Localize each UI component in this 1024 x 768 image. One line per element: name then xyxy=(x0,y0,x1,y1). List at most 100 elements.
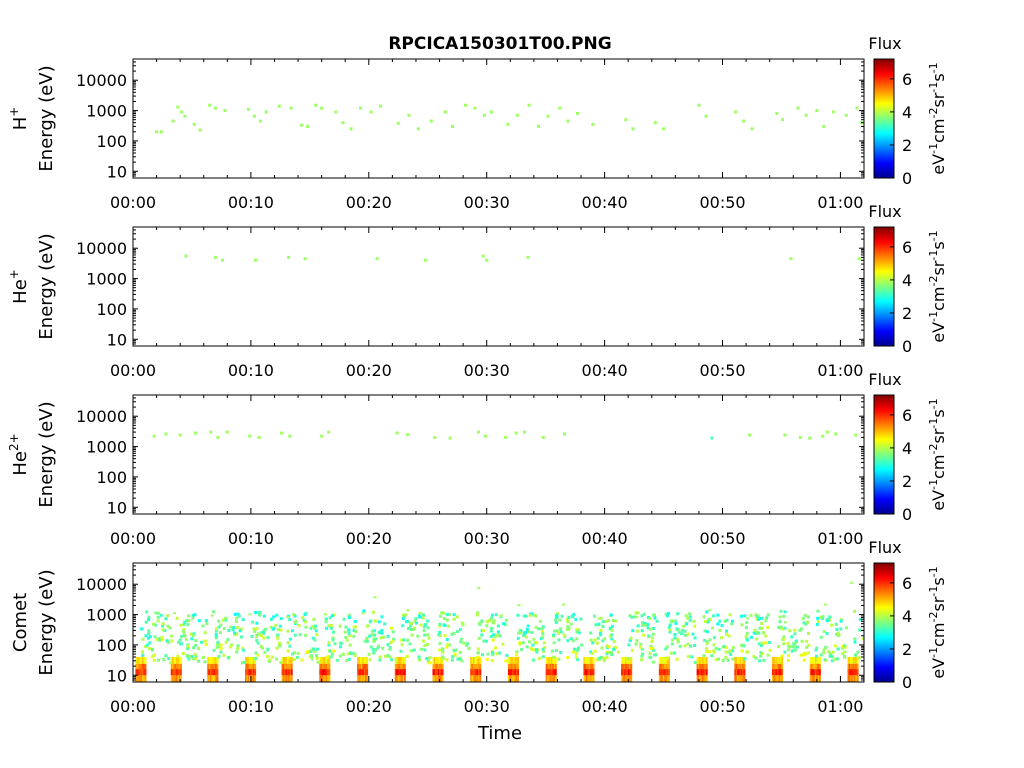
data-cell xyxy=(347,631,351,635)
data-cell xyxy=(297,624,301,628)
data-cell xyxy=(316,660,320,664)
data-cell xyxy=(641,621,645,625)
data-cell xyxy=(552,675,555,682)
data-cell xyxy=(541,625,545,629)
data-point xyxy=(823,603,827,606)
data-cell xyxy=(668,623,672,627)
data-cell xyxy=(640,629,644,633)
data-cell xyxy=(648,616,652,620)
data-cell xyxy=(349,652,353,656)
data-cell xyxy=(289,669,292,676)
data-cell xyxy=(686,654,690,658)
data-cell xyxy=(177,675,180,682)
data-cell xyxy=(352,629,356,633)
data-cell xyxy=(597,656,601,660)
data-cell xyxy=(135,675,138,682)
data-cell xyxy=(172,669,174,676)
data-cell xyxy=(345,659,349,663)
data-cell xyxy=(531,648,535,652)
data-cell xyxy=(138,663,140,670)
data-cell xyxy=(866,646,869,649)
data-cell xyxy=(634,642,638,646)
data-cell xyxy=(362,656,365,664)
data-cell xyxy=(867,621,870,624)
data-cell xyxy=(665,614,669,618)
data-cell xyxy=(279,661,283,665)
data-cell xyxy=(148,641,152,645)
data-cell xyxy=(180,663,182,670)
data-cell xyxy=(664,663,666,670)
data-point xyxy=(375,257,379,261)
data-cell xyxy=(853,637,857,641)
data-cell xyxy=(309,626,313,630)
data-cell xyxy=(290,663,293,670)
data-cell xyxy=(546,675,549,682)
data-cell xyxy=(233,631,237,635)
data-cell xyxy=(639,645,643,649)
data-cell xyxy=(333,642,337,646)
data-cell xyxy=(609,613,613,617)
data-cell xyxy=(701,675,704,682)
data-cell xyxy=(626,675,629,682)
data-cell xyxy=(247,675,250,682)
data-cell xyxy=(445,645,449,649)
data-cell xyxy=(817,656,820,664)
data-cell xyxy=(381,646,385,650)
data-cell xyxy=(697,669,700,676)
data-cell xyxy=(793,632,797,636)
data-cell xyxy=(409,624,413,628)
data-cell xyxy=(386,634,390,638)
data-cell xyxy=(843,655,847,659)
data-cell xyxy=(286,649,290,653)
plot-frame xyxy=(132,58,865,179)
data-cell xyxy=(777,663,780,670)
data-cell xyxy=(316,647,320,651)
data-cell xyxy=(696,675,699,682)
data-cell xyxy=(835,633,839,637)
colorbar-tick-label: 6 xyxy=(902,238,912,257)
data-cell xyxy=(222,627,226,631)
data-cell xyxy=(147,632,151,636)
data-cell xyxy=(514,675,517,682)
data-cell xyxy=(786,658,790,662)
data-cell xyxy=(335,658,339,662)
data-cell xyxy=(214,629,218,633)
data-cell xyxy=(352,651,356,655)
data-cell xyxy=(811,675,813,682)
data-point xyxy=(416,127,420,131)
data-cell xyxy=(275,657,279,661)
data-cell xyxy=(271,627,275,631)
data-point xyxy=(361,612,365,615)
colorbar-tick-label: 0 xyxy=(902,337,912,356)
data-cell xyxy=(398,656,401,664)
data-cell xyxy=(213,675,216,682)
data-cell xyxy=(437,656,440,664)
data-cell xyxy=(530,631,534,635)
data-cell xyxy=(815,669,817,676)
data-cell xyxy=(474,663,477,670)
data-cell xyxy=(215,642,219,646)
data-cell xyxy=(281,656,284,664)
plot-frame xyxy=(132,394,865,515)
data-cell xyxy=(139,656,142,664)
data-cell xyxy=(208,663,211,670)
data-cell xyxy=(418,657,422,661)
data-cell xyxy=(300,658,304,662)
data-cell xyxy=(321,669,324,676)
data-cell xyxy=(421,639,425,643)
data-cell xyxy=(841,652,845,656)
data-cell xyxy=(329,626,333,630)
data-cell xyxy=(160,638,164,642)
colorbar xyxy=(873,226,895,347)
data-cell xyxy=(766,626,770,630)
data-cell xyxy=(740,663,743,670)
data-cell xyxy=(726,658,730,662)
data-cell xyxy=(475,669,478,676)
data-cell xyxy=(165,639,169,643)
data-cell xyxy=(829,654,833,658)
x-tick-label: 00:50 xyxy=(699,697,745,716)
data-cell xyxy=(805,645,809,649)
data-cell xyxy=(703,663,706,670)
figure-title: RPCICA150301T00.PNG xyxy=(388,34,611,54)
data-cell xyxy=(621,656,623,664)
